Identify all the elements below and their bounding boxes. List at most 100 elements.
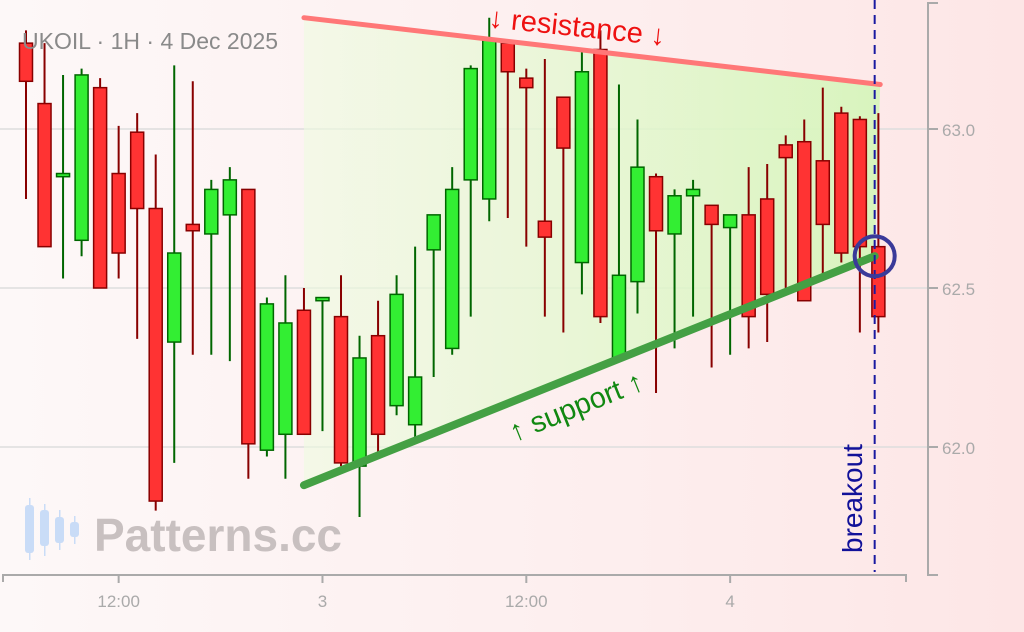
- candle-body: [129, 131, 145, 210]
- candle: [148, 154, 163, 511]
- breakout-label: breakout: [837, 444, 868, 553]
- candle: [482, 17, 497, 222]
- candle: [778, 135, 793, 295]
- x-tick-label: 4: [725, 592, 734, 611]
- x-tick-label: 3: [318, 592, 327, 611]
- x-axis: [2, 574, 907, 582]
- candle-body: [648, 175, 664, 232]
- candle: [722, 214, 738, 355]
- candle: [593, 30, 608, 323]
- candle: [685, 179, 701, 317]
- candle: [667, 189, 682, 349]
- candle-body: [852, 118, 868, 248]
- y-tick-label: 62.0: [942, 439, 975, 458]
- candle-body: [18, 42, 34, 83]
- candle-body: [204, 188, 219, 235]
- candle: [333, 275, 349, 467]
- candle-body: [296, 309, 312, 436]
- candle-body: [352, 357, 367, 467]
- candle: [166, 65, 182, 463]
- candle-body: [704, 204, 719, 226]
- candle-body: [92, 86, 108, 289]
- candle-body: [722, 214, 738, 229]
- candle-body: [166, 252, 182, 343]
- candle-body: [537, 220, 553, 238]
- x-tick-label: 12:00: [505, 592, 548, 611]
- candle-body: [389, 293, 404, 407]
- candle-body: [741, 214, 756, 318]
- candle-body: [148, 207, 163, 502]
- x-tick-label: 12:00: [97, 592, 140, 611]
- candle: [574, 49, 590, 295]
- candle-body: [556, 96, 571, 149]
- candle-body: [185, 223, 201, 232]
- candle: [92, 78, 108, 289]
- candle: [426, 214, 441, 378]
- candle: [296, 288, 312, 436]
- breakout-circle: [852, 234, 897, 279]
- candle: [741, 167, 756, 349]
- candle-body: [222, 179, 238, 216]
- candle: [74, 68, 89, 257]
- candle: [18, 30, 34, 199]
- candle: [185, 81, 201, 355]
- candle-body: [370, 334, 386, 436]
- candle-body: [407, 376, 423, 426]
- candle-body: [500, 42, 516, 73]
- candle: [444, 167, 460, 355]
- candle: [648, 173, 664, 393]
- candle: [315, 296, 330, 432]
- candle: [241, 188, 256, 479]
- candle: [630, 119, 645, 314]
- candle: [537, 59, 553, 317]
- candle: [129, 113, 145, 339]
- candle-body: [834, 112, 849, 254]
- candle-body: [463, 67, 478, 181]
- candle: [834, 106, 849, 263]
- resistance-line: [301, 15, 883, 87]
- candle: [204, 179, 219, 355]
- candle-body: [444, 188, 460, 350]
- support-line: [299, 252, 879, 490]
- candle-body: [630, 166, 645, 283]
- y-tick-label: 63.0: [942, 121, 975, 140]
- candle-body: [426, 214, 441, 251]
- candle: [759, 163, 775, 343]
- candle-body: [611, 274, 627, 359]
- candle-body: [593, 48, 608, 318]
- candle: [111, 125, 126, 279]
- candle-body: [759, 198, 775, 296]
- candle-body: [74, 74, 89, 242]
- watermark-logo: Patterns.cc: [25, 498, 342, 561]
- candle: [407, 246, 423, 441]
- candle-body: [333, 315, 349, 464]
- candle: [370, 300, 386, 454]
- candle: [704, 204, 719, 368]
- candle-body: [797, 140, 812, 302]
- y-tick-label: 62.5: [942, 280, 975, 299]
- candle-body: [685, 188, 701, 197]
- candle-body: [278, 322, 293, 436]
- candle-body: [55, 172, 71, 178]
- watermark-text: Patterns.cc: [94, 509, 342, 561]
- candle: [871, 113, 886, 333]
- candle: [55, 74, 71, 279]
- wedge-fill: [303, 17, 881, 486]
- chart-title: UKOIL · 1H · 4 Dec 2025: [22, 28, 279, 54]
- candle-body: [37, 102, 52, 248]
- candle-body: [667, 195, 682, 235]
- candle: [352, 335, 367, 517]
- candle-body: [519, 77, 534, 89]
- candle: [797, 119, 812, 302]
- candle: [278, 275, 293, 479]
- candle-body: [259, 303, 275, 451]
- candle-body: [315, 296, 330, 302]
- candle: [463, 65, 478, 317]
- candle-body: [482, 39, 497, 200]
- candle: [556, 96, 571, 333]
- candle: [815, 87, 831, 279]
- candle-body: [111, 172, 126, 254]
- candle-body: [241, 188, 256, 445]
- candle-body: [778, 144, 793, 159]
